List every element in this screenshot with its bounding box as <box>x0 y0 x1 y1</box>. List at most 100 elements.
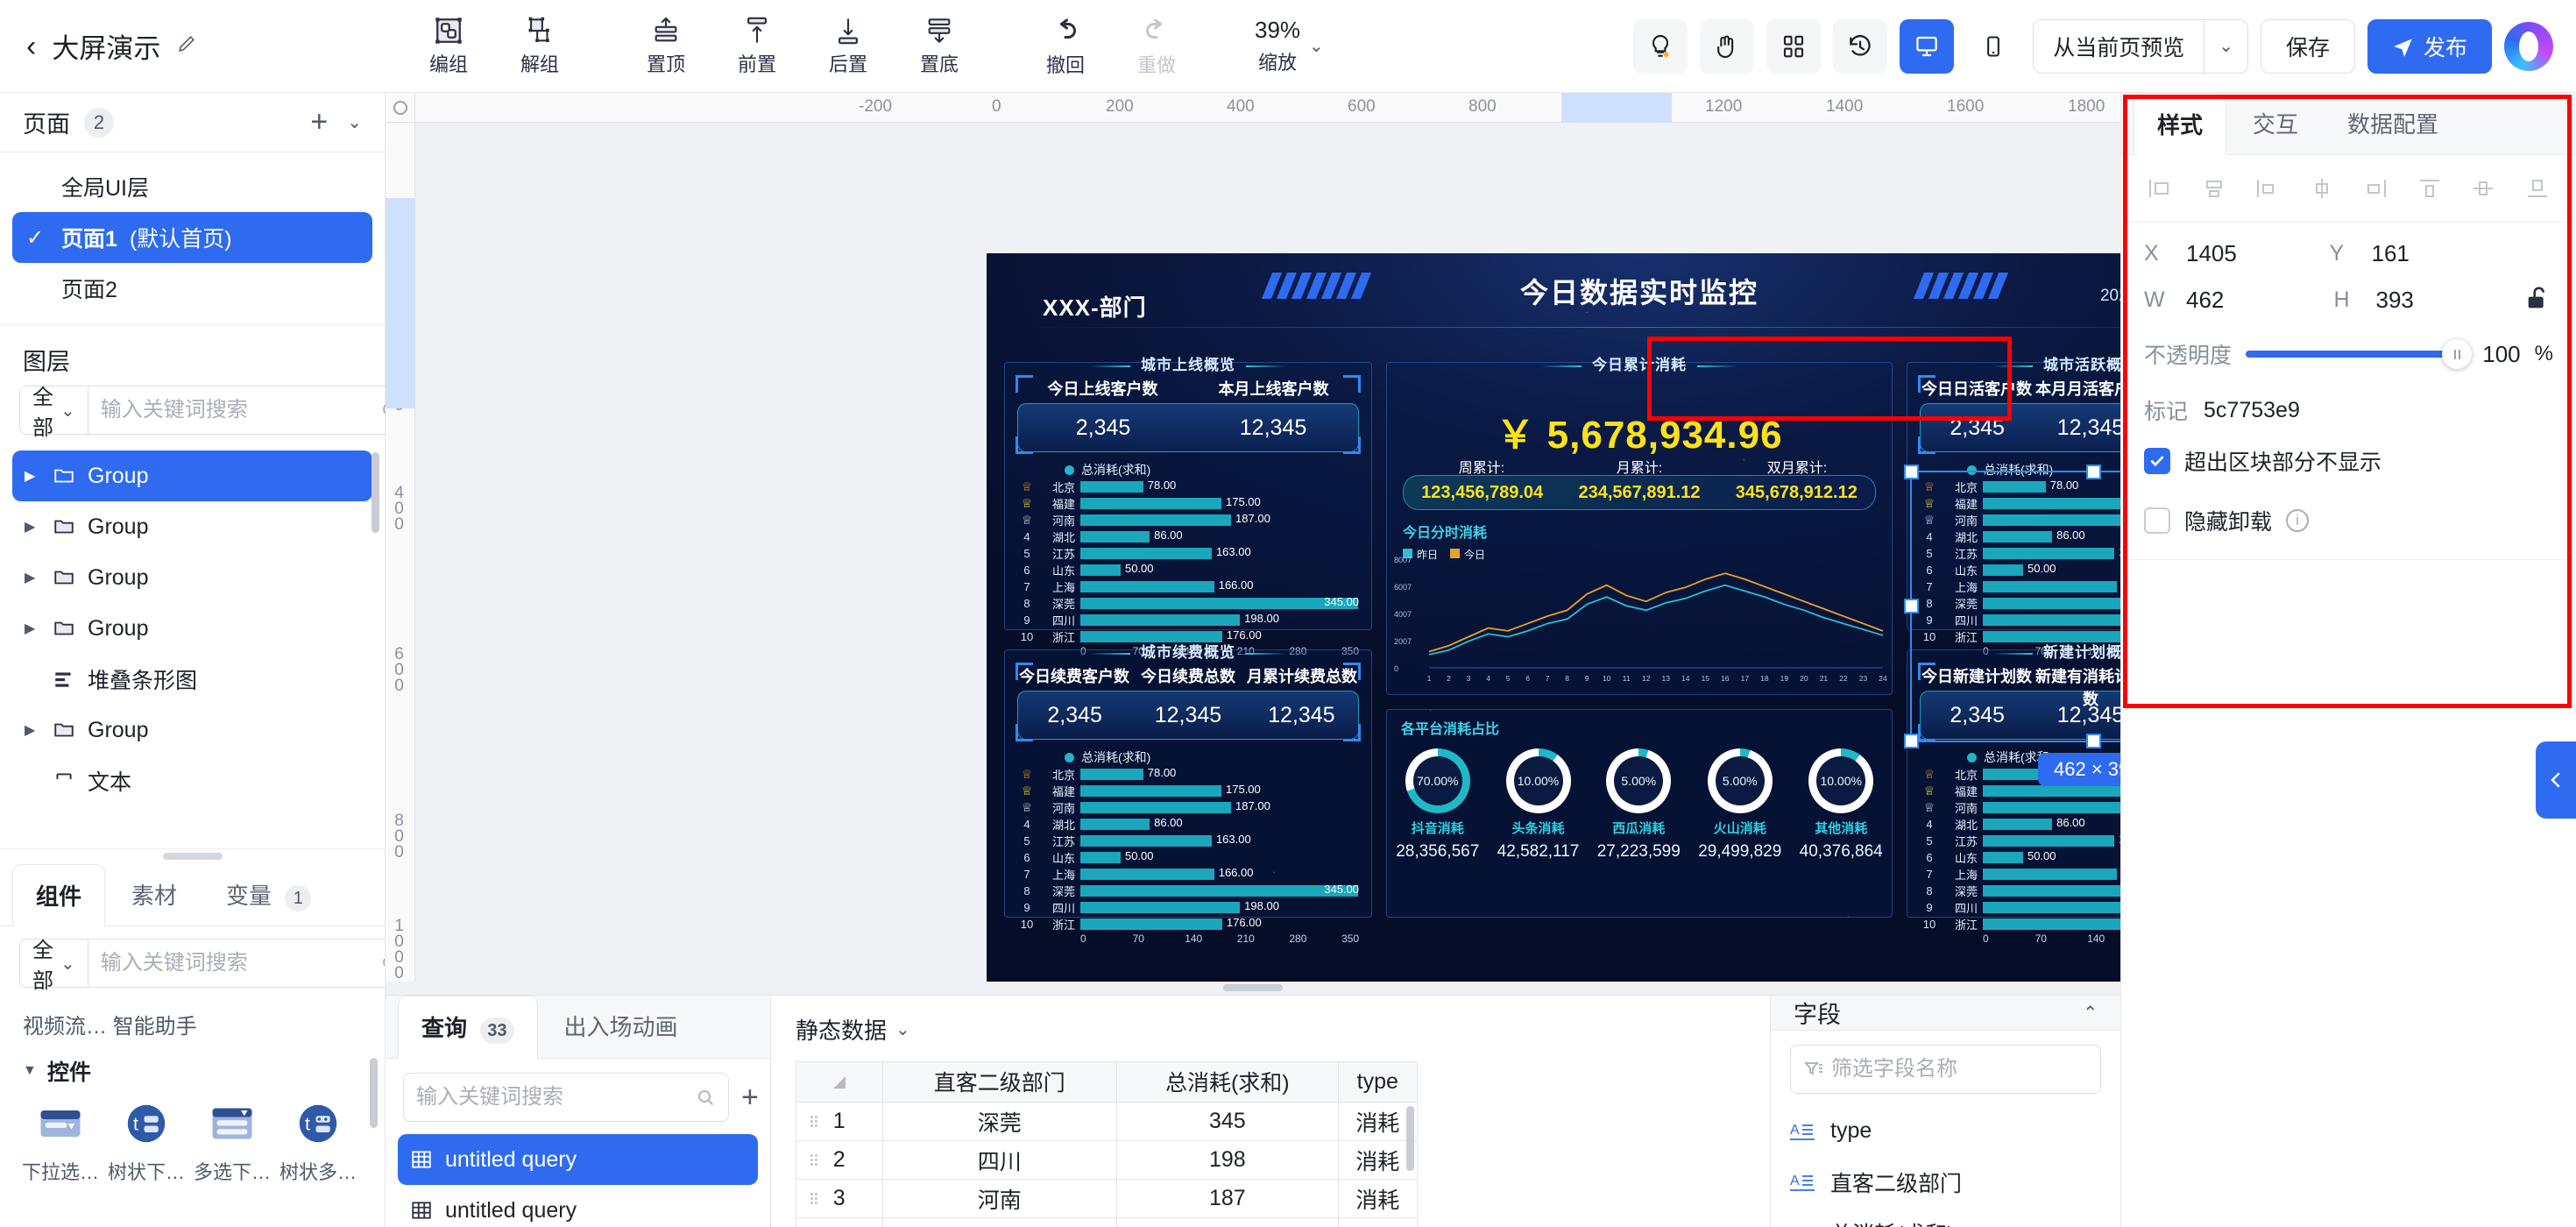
layer-item-group-4[interactable]: ▶ Group <box>12 603 372 654</box>
component-filter-select[interactable]: 全部 ⌄ <box>19 939 88 993</box>
component-tree-multi-select[interactable]: t 树状多… <box>275 1097 361 1185</box>
page-item-global-ui[interactable]: 全局UI层 <box>12 161 372 212</box>
field-item-dept[interactable]: A 直客二级部门 <box>1790 1157 2101 1208</box>
canvas[interactable]: -200 0 200 400 600 800 1000 1200 1400 16… <box>386 93 2120 982</box>
donut-item[interactable]: 10.00% 头条消耗 42,582,117 <box>1497 748 1579 862</box>
hide-unload-row[interactable]: 隐藏卸载 i <box>2121 491 2576 550</box>
mark-value[interactable]: 5c7753e9 <box>2204 397 2300 422</box>
align-center-h-icon[interactable] <box>2195 169 2233 208</box>
layer-list-scrollbar[interactable] <box>372 452 379 533</box>
chevron-right-icon[interactable]: ▶ <box>25 723 36 738</box>
desktop-icon[interactable] <box>1900 18 1955 74</box>
tab-data-config[interactable]: 数据配置 <box>2325 93 2461 154</box>
layer-item-group-2[interactable]: ▶ Group <box>12 501 372 552</box>
send-backward-button[interactable]: 后置 <box>803 0 894 92</box>
donut-item[interactable]: 10.00% 其他消耗 40,376,864 <box>1800 748 1883 862</box>
ruler-horizontal[interactable]: -200 0 200 400 600 800 1000 1200 1400 16… <box>386 93 2120 123</box>
bar-chart-city-active[interactable]: 总消耗(求和) ♕ 北京 78.00 ♕ 福建 175.00 ♕ 河南 187.00 4 湖北 86.… <box>1916 461 2120 657</box>
field-item-type[interactable]: A type <box>1790 1106 2101 1157</box>
chevron-right-icon[interactable]: ▶ <box>25 469 36 484</box>
panel-city-online-overview[interactable]: 城市上线概览 今日上线客户数 本月上线客户数 2,345 12,345 <box>1004 357 1372 657</box>
add-query-button[interactable]: + <box>741 1080 759 1114</box>
undo-button[interactable]: 撤回 <box>1020 0 1111 92</box>
align-right-icon[interactable] <box>2248 169 2287 208</box>
tab-interaction[interactable]: 交互 <box>2230 93 2321 154</box>
clip-overflow-row[interactable]: 超出区块部分不显示 <box>2121 431 2576 491</box>
redo-button[interactable]: 重做 <box>1111 0 1202 92</box>
canvas-splitter[interactable] <box>386 982 2120 995</box>
save-button[interactable]: 保存 <box>2260 18 2355 74</box>
query-search-input[interactable] <box>416 1085 688 1110</box>
tab-style[interactable]: 样式 <box>2134 93 2227 155</box>
layers-search-field[interactable] <box>87 386 414 435</box>
tab-variables[interactable]: 变量 1 <box>203 864 334 926</box>
component-scrollbar[interactable] <box>370 1058 378 1129</box>
resize-handle-w[interactable] <box>1904 599 1919 614</box>
component-tree-dropdown[interactable]: t 树状下… <box>103 1097 189 1185</box>
table-header-cell[interactable]: 总消耗(求和) <box>1116 1061 1339 1103</box>
dashboard-preview[interactable]: 今日数据实时监控 XXX-部门 2025-07-09 17:49:11 城市上线… <box>987 253 2120 982</box>
back-arrow-icon[interactable]: ‹ <box>26 29 37 63</box>
page-item-page1[interactable]: ✓ 页面1 (默认首页) <box>12 212 372 263</box>
table-header-cell[interactable]: 直客二级部门 <box>882 1061 1117 1103</box>
query-item-1[interactable]: untitled query <box>398 1134 758 1186</box>
publish-button[interactable]: 发布 <box>2367 18 2492 74</box>
w-value[interactable]: 462 <box>2186 287 2225 313</box>
align-top-icon[interactable] <box>2356 169 2395 208</box>
bar-chart-city-online[interactable]: 总消耗(求和) ♕ 北京 78.00 ♕ 福建 175.00 ♕ 河南 187.00 4 湖北 86.… <box>1014 461 1362 657</box>
opacity-value[interactable]: 100 <box>2482 340 2521 367</box>
ruler-vertical[interactable]: 0 200 400 600 800 1000 <box>386 93 415 982</box>
collapse-panel-button[interactable] <box>2536 741 2576 819</box>
group-button[interactable]: 编组 <box>403 0 494 92</box>
query-item-2[interactable]: untitled query <box>398 1185 758 1227</box>
resize-handle-sw[interactable] <box>1904 734 1919 748</box>
tab-enter-exit-animation[interactable]: 出入场动画 <box>541 996 701 1059</box>
component-search-field[interactable] <box>87 939 385 989</box>
chevron-right-icon[interactable]: ▶ <box>25 621 36 636</box>
mobile-icon[interactable] <box>1966 19 2020 74</box>
zoom-control[interactable]: 39% 缩放 ⌄ <box>1255 17 1324 75</box>
fields-filter-field[interactable] <box>1790 1044 2101 1094</box>
component-dropdown-select[interactable]: 下拉选… <box>18 1097 103 1185</box>
query-search-field[interactable] <box>403 1073 729 1123</box>
chevron-down-icon[interactable]: ⌄ <box>347 113 362 132</box>
layers-search-input[interactable] <box>100 398 372 422</box>
chevron-right-icon[interactable]: ▶ <box>25 520 36 535</box>
width-field[interactable]: W 462 <box>2144 287 2334 314</box>
distribute-v-icon[interactable] <box>2518 169 2557 208</box>
height-field[interactable]: H 393 <box>2334 287 2524 314</box>
distribute-h-icon[interactable] <box>2303 169 2341 208</box>
panel-today-total-consumption[interactable]: 今日累计消耗 ￥ 5,678,934.96 周累计: 月累计: 双月累计: <box>1386 357 1893 695</box>
sidebar-splitter[interactable] <box>0 848 385 864</box>
y-position[interactable]: Y 161 <box>2330 240 2516 267</box>
align-middle-v-icon[interactable] <box>2410 169 2449 208</box>
donut-item[interactable]: 5.00% 火山消耗 29,499,829 <box>1698 748 1781 862</box>
bring-forward-button[interactable]: 前置 <box>711 0 803 92</box>
tab-query[interactable]: 查询 33 <box>398 995 538 1060</box>
h-value[interactable]: 393 <box>2375 287 2414 313</box>
send-to-back-button[interactable]: 置底 <box>894 0 985 92</box>
bar-chart-city-renewal[interactable]: 总消耗(求和) ♕ 北京 78.00 ♕ 福建 175.00 ♕ 河南 187.00 4 湖北 86.… <box>1014 748 1362 945</box>
resize-handle-nw[interactable] <box>1904 465 1919 479</box>
preview-button[interactable]: 从当前页预览 <box>2053 35 2185 60</box>
layer-item-group-3[interactable]: ▶ Group <box>12 552 372 603</box>
align-left-icon[interactable] <box>2141 169 2179 208</box>
tab-components[interactable]: 组件 <box>12 863 106 927</box>
tab-assets[interactable]: 素材 <box>109 864 200 926</box>
ungroup-button[interactable]: 解组 <box>494 0 585 92</box>
field-item-total-consumption[interactable]: 123 总消耗(求和) <box>1790 1208 2101 1227</box>
hand-icon[interactable] <box>1700 18 1755 74</box>
bar-chart-new-plan[interactable]: 总消耗(求和) ♕北京78.00♕福建175.00♕河南187.004湖北86.… <box>1916 748 2120 945</box>
ai-sparkle-icon[interactable] <box>859 978 915 982</box>
panel-city-active-overview[interactable]: 城市活跃概览 今日日活客户数 本月月活客户数 平均日活率 2,345 <box>1907 357 2120 657</box>
apps-grid-icon[interactable] <box>1766 18 1822 74</box>
opacity-slider[interactable] <box>2246 339 2473 369</box>
fields-filter-input[interactable] <box>1831 1056 2088 1082</box>
align-bottom-icon[interactable] <box>2464 169 2502 208</box>
recent-components-row[interactable]: 视频流… 智能助手 <box>23 1015 197 1039</box>
unlock-icon[interactable] <box>2523 283 2553 317</box>
x-value[interactable]: 1405 <box>2186 240 2237 266</box>
opacity-slider-knob[interactable] <box>2442 339 2473 369</box>
avatar[interactable] <box>2504 21 2553 71</box>
data-table[interactable]: 直客二级部门 总消耗(求和) type 1 深莞 345 消耗 <box>796 1060 1419 1227</box>
